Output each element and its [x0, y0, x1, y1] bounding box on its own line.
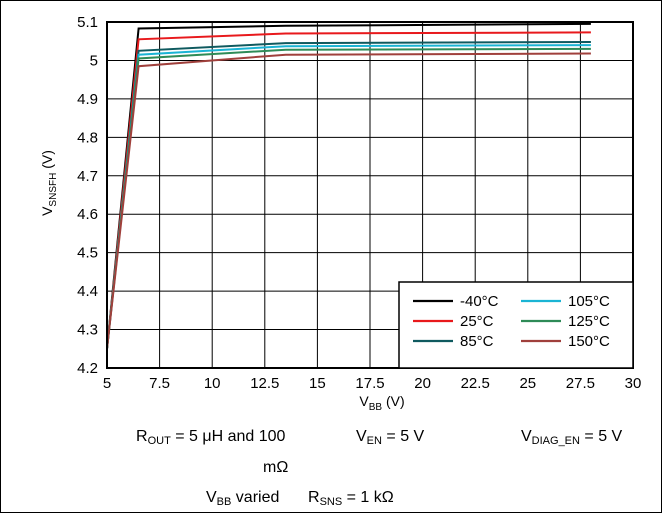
legend-label: 105°C [568, 293, 610, 310]
caption-vdiag-en: VDIAG_EN = 5 V [521, 428, 623, 447]
x-tick-label: 5 [103, 375, 111, 392]
y-tick-label: 4.6 [77, 206, 98, 223]
legend-label: 85°C [460, 333, 494, 350]
y-tick-label: 4.4 [77, 283, 98, 300]
y-axis-label-main: V [39, 206, 55, 216]
x-axis-label-unit: (V) [382, 393, 405, 409]
x-axis-label: VBB (V) [359, 393, 404, 413]
legend-box [398, 281, 634, 369]
y-tick-label: 5.1 [77, 14, 98, 31]
x-tick-label: 22.5 [461, 375, 490, 392]
y-tick-label: 5 [90, 52, 98, 69]
x-axis-label-sub: BB [369, 402, 383, 413]
legend-label: -40°C [460, 293, 499, 310]
caption-rout: ROUT = 5 μH and 100 [136, 428, 286, 447]
legend-label: 150°C [568, 333, 610, 350]
x-tick-label: 27.5 [566, 375, 595, 392]
y-tick-label: 4.7 [77, 168, 98, 185]
y-tick-label: 4.2 [77, 360, 98, 377]
plot-area [106, 21, 634, 369]
x-axis-label-main: V [359, 393, 369, 409]
caption-vbb: VBB varied [206, 489, 280, 508]
x-tick-label: 15 [309, 375, 326, 392]
tick-labels: 5 7.5 10 12.5 15 17.5 20 22.5 25 27.5 30 4.2 4.3 4.4 4… [77, 14, 641, 392]
y-tick-label: 4.9 [77, 91, 98, 108]
x-tick-label: 20 [414, 375, 431, 392]
x-tick-label: 7.5 [149, 375, 170, 392]
x-tick-label: 25 [519, 375, 536, 392]
x-tick-label: 12.5 [250, 375, 279, 392]
x-tick-label: 30 [625, 375, 642, 392]
legend: -40°C 25°C 85°C 105°C 125°C 150°C [398, 281, 634, 369]
legend-label: 125°C [568, 313, 610, 330]
caption-ven: VEN = 5 V [356, 428, 425, 447]
legend-label: 25°C [460, 313, 494, 330]
caption-rout-continued: mΩ [263, 459, 289, 476]
x-tick-label: 17.5 [355, 375, 384, 392]
y-tick-label: 4.5 [77, 245, 98, 262]
y-tick-label: 4.8 [77, 129, 98, 146]
y-axis-label-sub: SNSFH [48, 173, 59, 207]
x-tick-label: 10 [204, 375, 221, 392]
y-axis-label: VSNSFH (V) [39, 150, 59, 216]
caption-rsns: RSNS = 1 kΩ [308, 489, 394, 508]
y-tick-label: 4.3 [77, 322, 98, 339]
y-axis-label-unit: (V) [39, 150, 55, 173]
series-line [106, 52, 591, 349]
series-lines [106, 22, 591, 349]
